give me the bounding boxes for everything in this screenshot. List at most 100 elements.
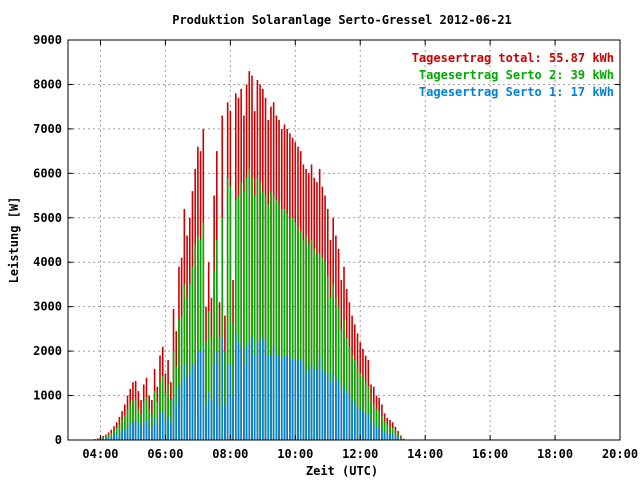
bar-series-3 <box>156 424 158 440</box>
y-tick-label: 9000 <box>33 33 62 47</box>
y-tick-label: 6000 <box>33 166 62 180</box>
bar-series-3 <box>162 411 164 440</box>
bar-series-3 <box>327 373 329 440</box>
y-tick-label: 3000 <box>33 300 62 314</box>
bar-series-3 <box>262 338 264 440</box>
bar-series-3 <box>270 356 272 440</box>
bar-series-3 <box>132 422 134 440</box>
bar-series-3 <box>251 338 253 440</box>
bar-series-3 <box>148 427 150 440</box>
x-tick-label: 16:00 <box>472 447 508 461</box>
chart-title: Produktion Solaranlage Serto-Gressel 201… <box>172 13 512 27</box>
bar-series-3 <box>129 424 131 440</box>
bar-series-3 <box>313 369 315 440</box>
bar-series-3 <box>378 427 380 440</box>
bar-series-3 <box>143 422 145 440</box>
bar-series-3 <box>194 364 196 440</box>
bar-series-3 <box>386 433 388 440</box>
bar-series-3 <box>175 404 177 440</box>
bar-series-3 <box>351 400 353 440</box>
y-tick-label: 4000 <box>33 255 62 269</box>
y-tick-label: 0 <box>55 433 62 447</box>
bar-series-3 <box>200 351 202 440</box>
legend-entry: Tagesertrag Serto 2: 39 kWh <box>419 68 614 82</box>
bar-series-3 <box>316 369 318 440</box>
bar-series-3 <box>265 342 267 440</box>
legend-entry: Tagesertrag total: 55.87 kWh <box>412 51 614 65</box>
bar-series-3 <box>259 342 261 440</box>
bar-series-3 <box>330 382 332 440</box>
bar-series-3 <box>219 404 221 440</box>
x-tick-label: 12:00 <box>342 447 378 461</box>
bar-series-3 <box>235 333 237 440</box>
bar-series-3 <box>184 364 186 440</box>
bar-series-3 <box>365 413 367 440</box>
bar-series-3 <box>178 387 180 440</box>
bar-series-3 <box>343 387 345 440</box>
legend-entry: Tagesertrag Serto 1: 17 kWh <box>419 85 614 99</box>
bars <box>94 71 404 440</box>
bar-series-3 <box>211 400 213 440</box>
bar-series-3 <box>246 347 248 440</box>
bar-series-3 <box>349 396 351 440</box>
bar-series-3 <box>267 356 269 440</box>
bar-series-3 <box>357 407 359 440</box>
bar-series-3 <box>305 373 307 440</box>
bar-series-3 <box>284 356 286 440</box>
bar-series-3 <box>119 432 121 440</box>
bar-series-3 <box>224 404 226 440</box>
bar-series-3 <box>311 364 313 440</box>
bar-series-3 <box>127 427 129 440</box>
bar-series-3 <box>294 360 296 440</box>
bar-series-3 <box>254 356 256 440</box>
bar-series-3 <box>332 373 334 440</box>
bar-series-3 <box>354 404 356 440</box>
x-tick-label: 20:00 <box>602 447 638 461</box>
bar-series-3 <box>346 391 348 440</box>
bar-series-3 <box>167 416 169 440</box>
bar-series-3 <box>146 420 148 440</box>
x-tick-label: 08:00 <box>212 447 248 461</box>
bar-series-3 <box>124 429 126 440</box>
y-tick-label: 8000 <box>33 77 62 91</box>
bar-series-3 <box>286 356 288 440</box>
bar-series-3 <box>297 360 299 440</box>
bar-series-3 <box>221 338 223 440</box>
bar-series-3 <box>308 369 310 440</box>
bar-series-3 <box>203 347 205 440</box>
bar-series-3 <box>173 398 175 440</box>
bar-series-3 <box>300 360 302 440</box>
legend: Tagesertrag total: 55.87 kWh Tagesertrag … <box>412 51 614 99</box>
bar-series-3 <box>289 356 291 440</box>
bar-series-3 <box>341 391 343 440</box>
bar-series-3 <box>281 360 283 440</box>
x-tick-label: 06:00 <box>147 447 183 461</box>
bar-series-3 <box>151 427 153 440</box>
bar-series-3 <box>257 342 259 440</box>
y-axis-label: Leistung [W] <box>7 197 21 284</box>
bar-series-3 <box>248 342 250 440</box>
bar-series-3 <box>140 427 142 440</box>
bar-series-3 <box>154 418 156 440</box>
y-tick-label: 5000 <box>33 211 62 225</box>
x-tick-label: 18:00 <box>537 447 573 461</box>
bar-series-3 <box>213 364 215 440</box>
bar-series-3 <box>243 364 245 440</box>
bar-series-3 <box>324 373 326 440</box>
bar-series-3 <box>121 431 123 440</box>
bar-series-3 <box>322 369 324 440</box>
bar-series-3 <box>376 427 378 440</box>
bar-series-3 <box>189 373 191 440</box>
bar-series-3 <box>170 422 172 440</box>
bar-series-3 <box>135 422 137 440</box>
bar-series-3 <box>276 356 278 440</box>
bar-series-3 <box>116 434 118 440</box>
bar-series-3 <box>338 382 340 440</box>
bar-series-3 <box>392 434 394 440</box>
bar-series-3 <box>389 433 391 440</box>
bar-series-3 <box>335 378 337 440</box>
bar-series-3 <box>303 364 305 440</box>
bar-series-3 <box>192 364 194 440</box>
